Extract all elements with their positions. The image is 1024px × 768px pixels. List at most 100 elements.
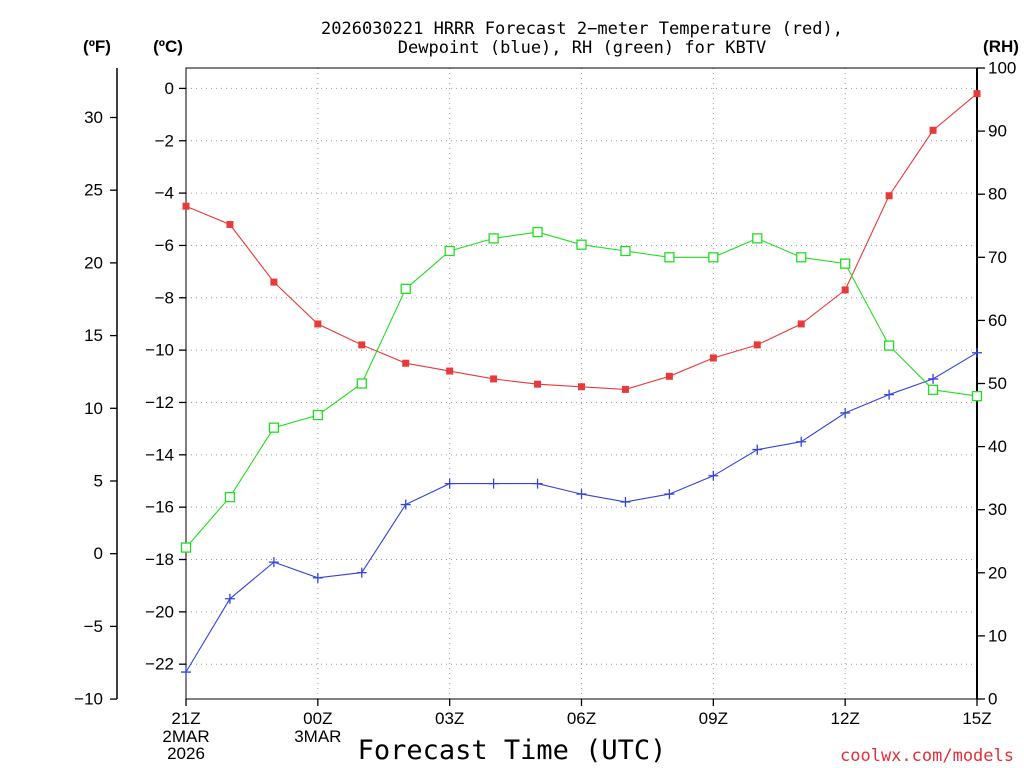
rh-tick-label: 30 [988, 500, 1007, 519]
rh-point [400, 283, 411, 295]
rh-tick-label: 90 [988, 122, 1007, 141]
temperature-point [929, 126, 937, 134]
rh-point [444, 245, 455, 257]
fahrenheit-tick-label: 15 [84, 326, 103, 345]
temperature-point [402, 359, 410, 367]
rh-point [708, 252, 719, 263]
credit-text: coolwx.com/models [840, 746, 1014, 766]
rh-point [224, 491, 236, 503]
axis-ticks [110, 67, 985, 706]
dewpoint-point [884, 389, 895, 400]
rh-tick-label: 100 [988, 59, 1016, 78]
temperature-point [973, 90, 981, 98]
data-series [180, 90, 983, 678]
dewpoint-point [620, 496, 631, 507]
chart-title-line2: Dewpoint (blue), RH (green) for KBTV [398, 38, 766, 58]
celsius-tick-label: −22 [145, 655, 174, 674]
celsius-tick-label: −6 [155, 236, 174, 255]
dewpoint-point [752, 444, 763, 455]
rh-tick-label: 40 [988, 437, 1007, 456]
x-tick-label: 21Z [171, 709, 200, 728]
dewpoint-point [972, 347, 982, 358]
temperature-point [841, 286, 849, 294]
rh-tick-label: 70 [988, 248, 1007, 267]
dewpoint-point [488, 478, 499, 489]
x-tick-label: 12Z [831, 709, 860, 728]
temperature-point [797, 320, 805, 328]
rh-point [356, 378, 367, 389]
x-tick-date: 2MAR [162, 727, 209, 746]
rh-point [927, 384, 939, 395]
rh-point [620, 245, 631, 257]
rh-tick-label: 60 [988, 311, 1007, 330]
dewpoint-point [928, 373, 939, 384]
temperature-point [446, 367, 454, 375]
rh-point [664, 252, 675, 263]
celsius-tick-label: 0 [165, 79, 174, 98]
fahrenheit-tick-label: 0 [94, 544, 103, 563]
temperature-point [270, 278, 278, 286]
dewpoint-point [224, 593, 235, 604]
celsius-tick-label: −20 [145, 602, 174, 621]
temperature-point [534, 380, 542, 388]
rh-axis-label: (RH) [983, 37, 1019, 56]
rh-tick-label: 0 [988, 690, 997, 709]
celsius-tick-label: −10 [145, 341, 174, 360]
celsius-tick-label: −18 [145, 550, 174, 569]
celsius-tick-label: −12 [145, 393, 174, 412]
fahrenheit-axis-label: (ºF) [83, 37, 111, 56]
x-tick-label: 09Z [699, 709, 728, 728]
dewpoint-point [532, 478, 543, 489]
fahrenheit-tick-label: −10 [74, 690, 103, 709]
x-tick-label: 15Z [962, 709, 991, 728]
rh-point [312, 409, 323, 421]
rh-tick-label: 10 [988, 626, 1007, 645]
fahrenheit-tick-label: 10 [84, 399, 103, 418]
temperature-point [314, 320, 322, 328]
x-axis-label: Forecast Time (UTC) [358, 735, 667, 766]
celsius-tick-label: −14 [145, 445, 174, 464]
celsius-tick-label: −8 [155, 288, 174, 307]
dewpoint-point [796, 436, 807, 447]
temperature-point [665, 372, 673, 380]
rh-tick-label: 20 [988, 563, 1007, 582]
celsius-tick-label: −4 [155, 184, 174, 203]
rh-tick-label: 80 [988, 185, 1007, 204]
dewpoint-point [400, 499, 411, 510]
dewpoint-point [708, 470, 719, 481]
rh-point [268, 422, 280, 433]
dewpoint-point [181, 667, 191, 678]
rh-tick-label: 50 [988, 374, 1007, 393]
celsius-axis-label: (ºC) [153, 37, 183, 56]
x-tick-label: 06Z [567, 709, 596, 728]
temperature-point [358, 341, 366, 349]
x-tick-year: 2026 [167, 744, 205, 763]
rh-point [796, 252, 807, 263]
temperature-point [578, 383, 585, 391]
celsius-tick-label: −16 [145, 498, 174, 517]
temperature-point [182, 202, 190, 210]
dewpoint-point [268, 557, 279, 568]
x-tick-label: 00Z [303, 709, 332, 728]
fahrenheit-tick-label: 25 [84, 181, 103, 200]
rh-point [752, 233, 763, 244]
dewpoint-point [664, 489, 675, 500]
fahrenheit-tick-label: −5 [84, 617, 103, 636]
fahrenheit-tick-label: 5 [94, 471, 103, 490]
dewpoint-point [444, 478, 455, 489]
rh-point [180, 542, 192, 553]
x-tick-date: 3MAR [294, 727, 341, 746]
temperature-point [753, 341, 761, 349]
temperature-point [621, 385, 629, 393]
rh-point [883, 340, 895, 351]
fahrenheit-tick-label: 20 [84, 253, 103, 272]
temperature-point [709, 354, 717, 362]
rh-point [576, 239, 587, 250]
temperature-point [490, 375, 498, 383]
dewpoint-point [576, 489, 587, 500]
temperature-point [226, 221, 234, 229]
chart-title-line1: 2026030221 HRRR Forecast 2−meter Tempera… [321, 19, 843, 39]
rh-point [532, 226, 543, 238]
